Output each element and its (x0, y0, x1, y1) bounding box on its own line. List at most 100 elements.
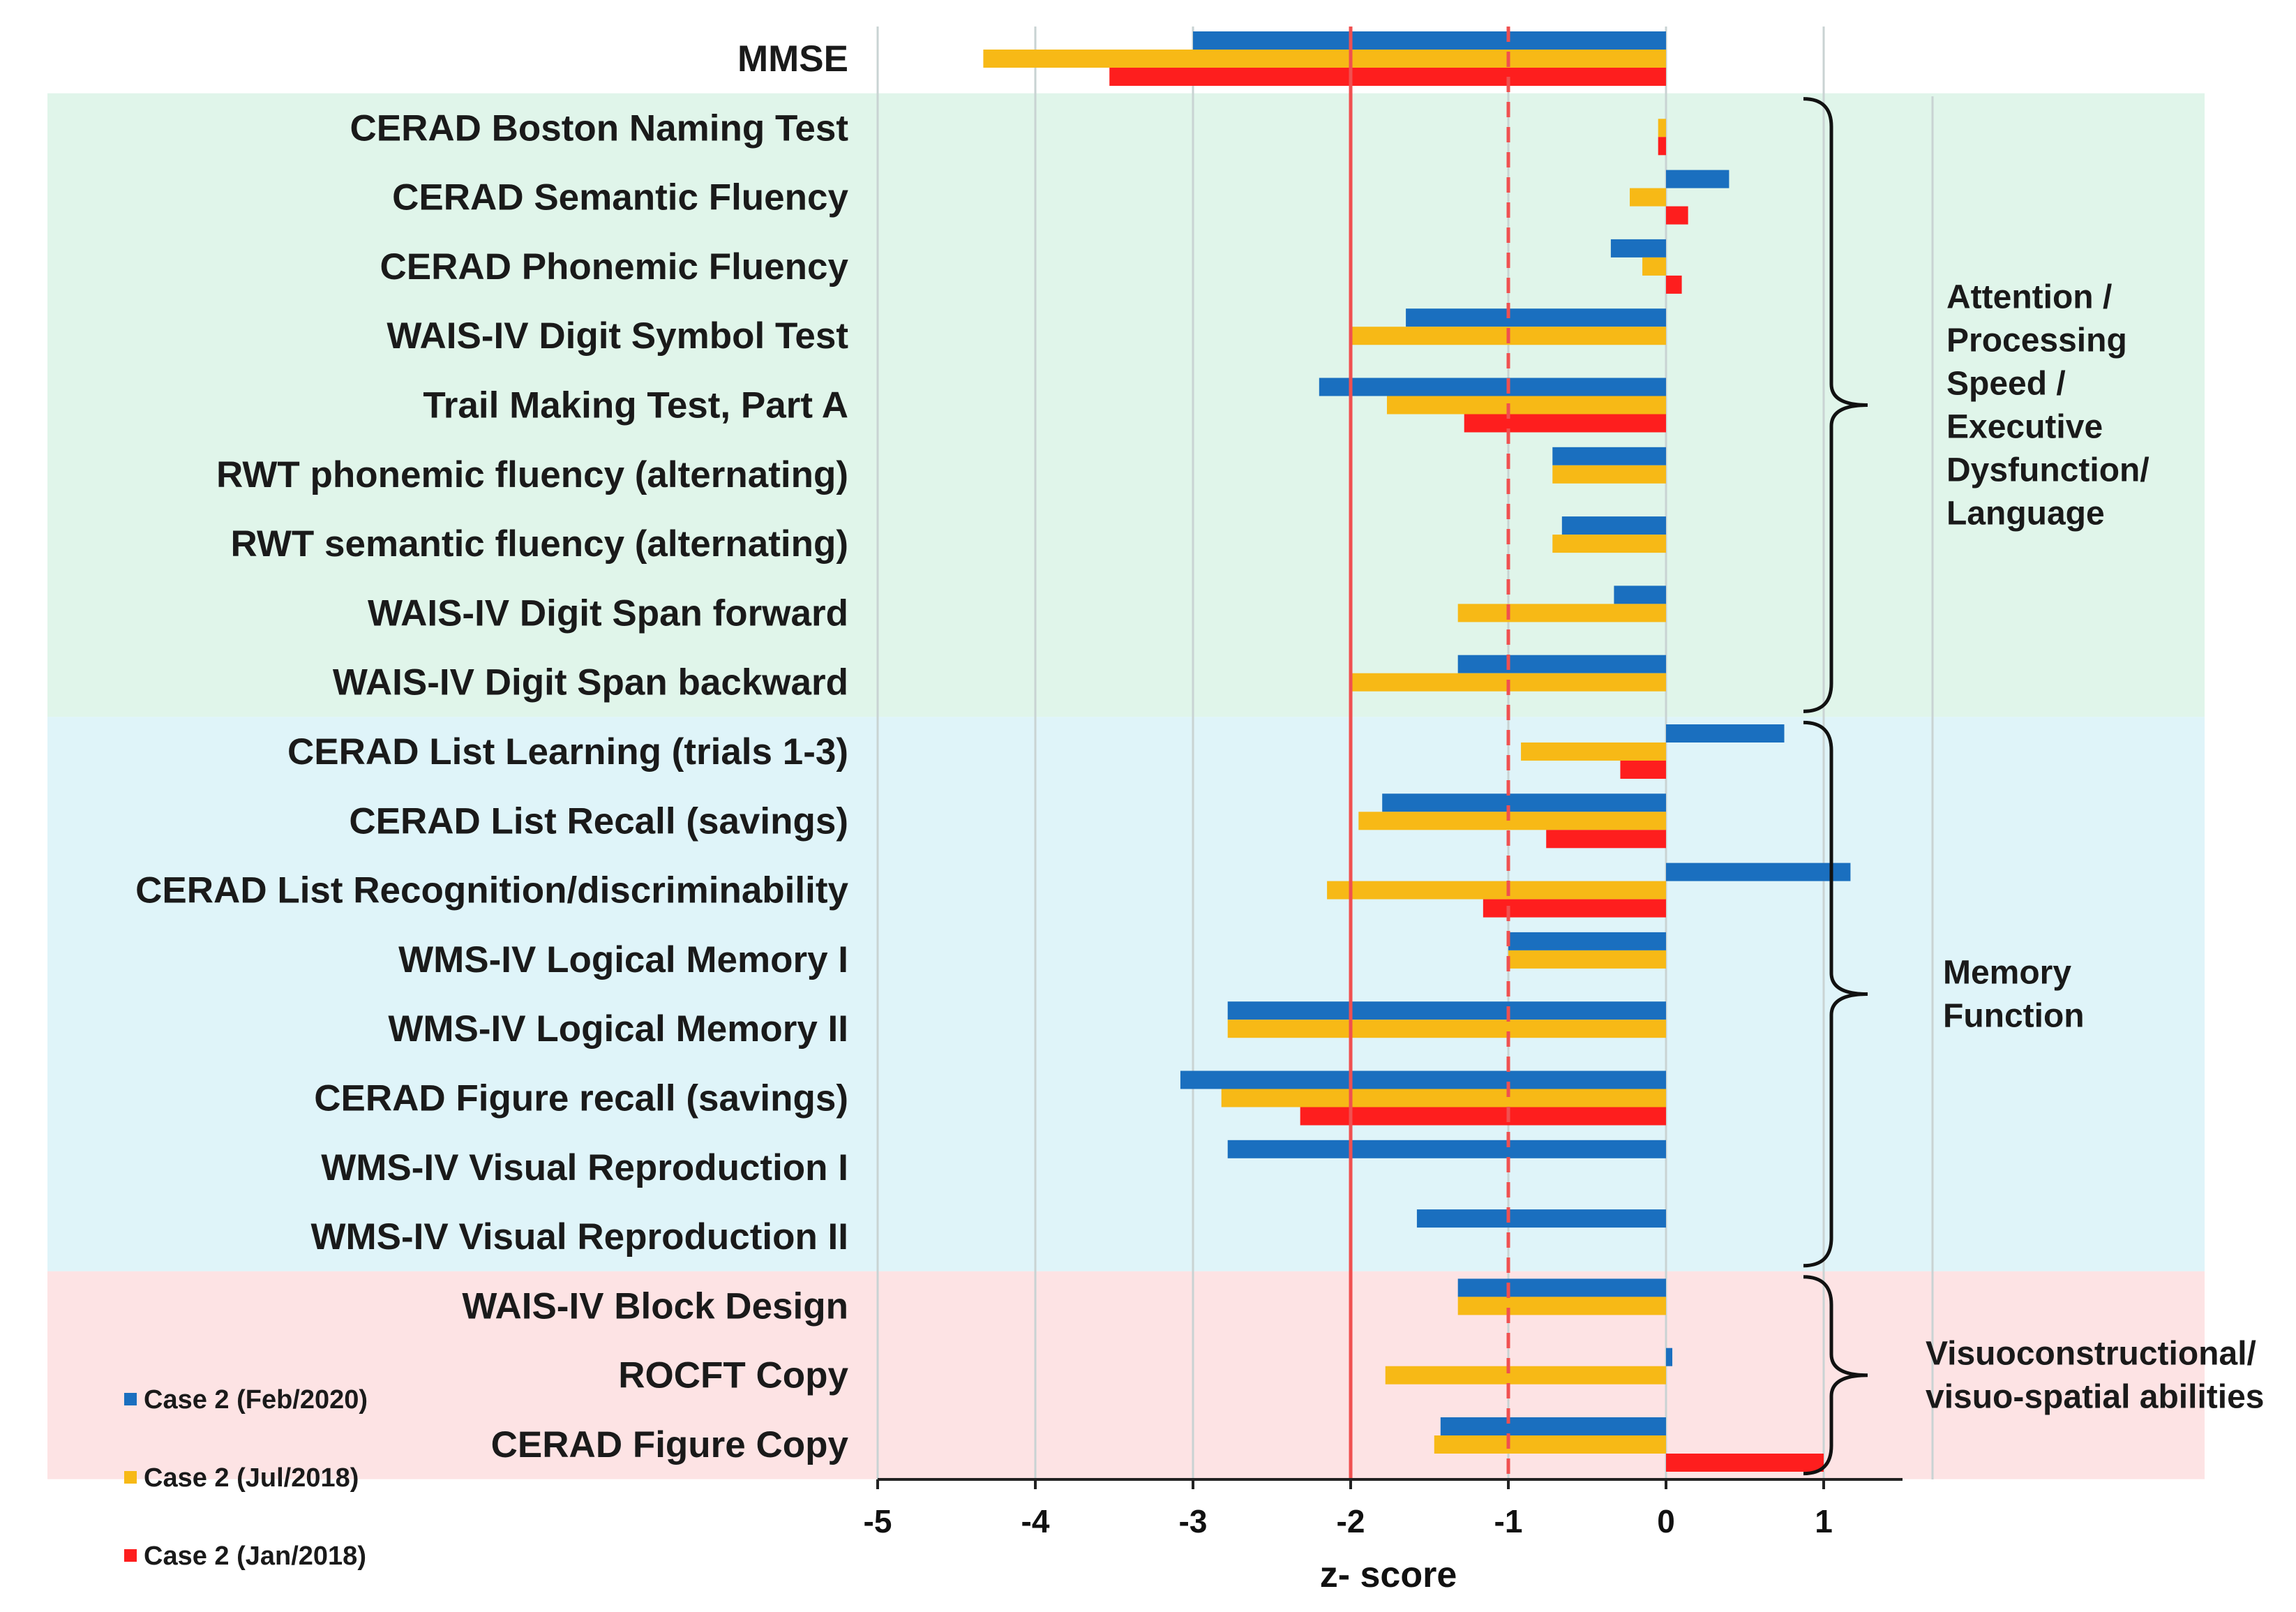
x-tick-label: 1 (1815, 1503, 1833, 1539)
x-tick-label: -1 (1494, 1503, 1523, 1539)
group-brace-1 (1803, 97, 1868, 713)
bar-case-2-feb-2020-wms-iv-logical-memory-i (1508, 932, 1666, 950)
x-tick-label: 0 (1657, 1503, 1675, 1539)
group-label-1: Attention / Processing Speed / Executive Dys… (1946, 279, 2149, 532)
category-label: WMS-IV Logical Memory II (388, 1008, 848, 1050)
bar-case-2-jul-2018-cerad-phonemic-fluency (1642, 257, 1666, 276)
group-brace-3 (1803, 1275, 1868, 1476)
group-label-line: Function (1943, 998, 2085, 1035)
bar-case-2-jul-2018-cerad-list-recall-savings (1358, 812, 1666, 830)
bar-case-2-jan-2018-cerad-figure-copy (1666, 1454, 1824, 1472)
category-label: CERAD Boston Naming Test (350, 107, 848, 149)
legend-swatch-case-2-jan-2018 (124, 1549, 137, 1562)
legend-label-case-2-jan-2018: Case 2 (Jan/2018) (144, 1542, 366, 1571)
group-bands (47, 93, 2205, 1479)
category-label: MMSE (737, 38, 848, 80)
category-label: CERAD Semantic Fluency (392, 177, 848, 218)
bar-case-2-feb-2020-wais-iv-digit-symbol-test (1406, 308, 1666, 327)
group-label-line: Executive (1946, 409, 2103, 446)
group-braces: Attention / Processing Speed / Executive Dys… (1803, 97, 2264, 1476)
category-label: ROCFT Copy (618, 1355, 848, 1396)
group-label-line: Memory (1943, 955, 2071, 992)
group-label-line: Attention / (1946, 279, 2112, 316)
group-label-line: Speed / (1946, 366, 2066, 403)
bar-case-2-jul-2018-wais-iv-digit-span-forward (1457, 604, 1666, 622)
category-label: WAIS-IV Digit Span forward (368, 592, 848, 634)
bar-case-2-feb-2020-cerad-semantic-fluency (1666, 170, 1729, 188)
bar-case-2-feb-2020-wms-iv-visual-reproduction-ii (1416, 1209, 1666, 1228)
category-label: CERAD Phonemic Fluency (380, 246, 849, 288)
bar-case-2-jan-2018-cerad-semantic-fluency (1666, 206, 1688, 225)
category-label: CERAD List Recall (savings) (349, 800, 848, 842)
bar-case-2-feb-2020-cerad-phonemic-fluency (1610, 239, 1666, 258)
bar-case-2-jul-2018-cerad-list-learning-trials-1-3 (1521, 742, 1666, 761)
bar-case-2-jan-2018-mmse (1109, 68, 1666, 86)
bars (983, 27, 1851, 1479)
group-label-line: Visuoconstructional/ (1926, 1336, 2256, 1373)
bar-case-2-jan-2018-cerad-list-learning-trials-1-3 (1620, 761, 1666, 779)
bar-case-2-jul-2018-mmse (983, 50, 1666, 68)
bar-case-2-jan-2018-cerad-list-recognition-discriminability (1483, 899, 1666, 918)
group-band-2 (47, 717, 2205, 1271)
bar-case-2-feb-2020-cerad-list-recall-savings (1382, 793, 1666, 812)
group-band-3 (47, 1271, 2205, 1479)
bar-case-2-feb-2020-mmse (1193, 31, 1666, 50)
bar-case-2-feb-2020-wms-iv-visual-reproduction-i (1227, 1140, 1666, 1158)
legend-label-case-2-feb-2020: Case 2 (Feb/2020) (144, 1385, 368, 1415)
bar-case-2-jul-2018-wais-iv-block-design (1457, 1297, 1666, 1315)
bar-case-2-feb-2020-wais-iv-block-design (1457, 1278, 1666, 1297)
category-label: RWT semantic fluency (alternating) (231, 523, 848, 565)
x-tick-label: -4 (1021, 1503, 1050, 1539)
category-label: RWT phonemic fluency (alternating) (216, 454, 848, 495)
category-label: CERAD Figure recall (savings) (314, 1078, 848, 1119)
category-label: WAIS-IV Digit Span backward (333, 662, 848, 703)
bar-case-2-jan-2018-cerad-figure-recall-savings (1300, 1107, 1666, 1126)
category-labels: MMSE CERAD Boston Naming Test CERAD Semant… (135, 38, 848, 1465)
bar-case-2-jul-2018-wms-iv-logical-memory-ii (1227, 1020, 1666, 1038)
bar-case-2-feb-2020-trail-making-test-part-a (1319, 378, 1666, 396)
category-label: CERAD List Learning (trials 1-3) (287, 731, 848, 773)
bar-case-2-feb-2020-rocft-copy (1666, 1348, 1673, 1366)
group-label-2: Memory Function (1943, 955, 2085, 1035)
legend-label-case-2-jul-2018: Case 2 (Jul/2018) (144, 1463, 359, 1493)
bar-case-2-jan-2018-cerad-list-recall-savings (1546, 830, 1666, 849)
group-brace-2 (1803, 720, 1868, 1268)
bar-case-2-feb-2020-cerad-figure-copy (1440, 1417, 1666, 1435)
group-label-line: Dysfunction/ (1946, 452, 2149, 489)
bar-case-2-feb-2020-wais-iv-digit-span-backward (1457, 655, 1666, 673)
bar-case-2-jul-2018-cerad-semantic-fluency (1630, 188, 1666, 207)
bar-case-2-jul-2018-cerad-boston-naming-test (1658, 119, 1666, 137)
group-label-line: Language (1946, 495, 2105, 532)
group-label-3: Visuoconstructional/visuo-spatial abilit… (1926, 1336, 2264, 1416)
x-tick-label: -5 (864, 1503, 892, 1539)
group-label-line: Processing (1946, 322, 2127, 359)
category-label: WMS-IV Visual Reproduction II (310, 1216, 848, 1257)
bar-case-2-jul-2018-rocft-copy (1385, 1366, 1666, 1385)
bar-case-2-jan-2018-cerad-phonemic-fluency (1666, 275, 1682, 294)
category-label: CERAD List Recognition/discriminability (135, 870, 848, 911)
legend-swatch-case-2-feb-2020 (124, 1393, 137, 1405)
category-label: WMS-IV Visual Reproduction I (321, 1147, 848, 1188)
category-label: WMS-IV Logical Memory I (398, 939, 848, 980)
bar-case-2-jul-2018-cerad-list-recognition-discriminability (1327, 881, 1666, 900)
bar-case-2-jan-2018-trail-making-test-part-a (1464, 414, 1666, 433)
x-axis-title: z- score (1320, 1555, 1457, 1595)
bar-case-2-feb-2020-cerad-list-recognition-discriminability (1666, 863, 1851, 881)
bar-case-2-jul-2018-cerad-figure-recall-savings (1221, 1089, 1666, 1107)
x-axis: -5 -4 -3 -2 -1 0 1 z- score (864, 1478, 1903, 1595)
bar-case-2-jul-2018-rwt-phonemic-fluency-alternating (1552, 465, 1666, 484)
x-tick-label: -2 (1337, 1503, 1365, 1539)
bar-case-2-jul-2018-trail-making-test-part-a (1386, 396, 1666, 415)
legend-swatch-case-2-jul-2018 (124, 1471, 137, 1484)
bar-case-2-feb-2020-wais-iv-digit-span-forward (1614, 585, 1666, 604)
bar-case-2-feb-2020-cerad-figure-recall-savings (1180, 1070, 1666, 1089)
bar-case-2-jan-2018-cerad-boston-naming-test (1658, 137, 1666, 156)
bar-case-2-jul-2018-cerad-figure-copy (1434, 1435, 1666, 1454)
bar-case-2-feb-2020-cerad-list-learning-trials-1-3 (1666, 724, 1785, 742)
group-band-1 (47, 93, 2205, 717)
bar-case-2-feb-2020-rwt-semantic-fluency-alternating (1561, 516, 1666, 535)
category-label: WAIS-IV Block Design (462, 1285, 848, 1327)
bar-case-2-feb-2020-wms-iv-logical-memory-ii (1227, 1001, 1666, 1020)
group-label-line: visuo-spatial abilities (1926, 1379, 2264, 1416)
